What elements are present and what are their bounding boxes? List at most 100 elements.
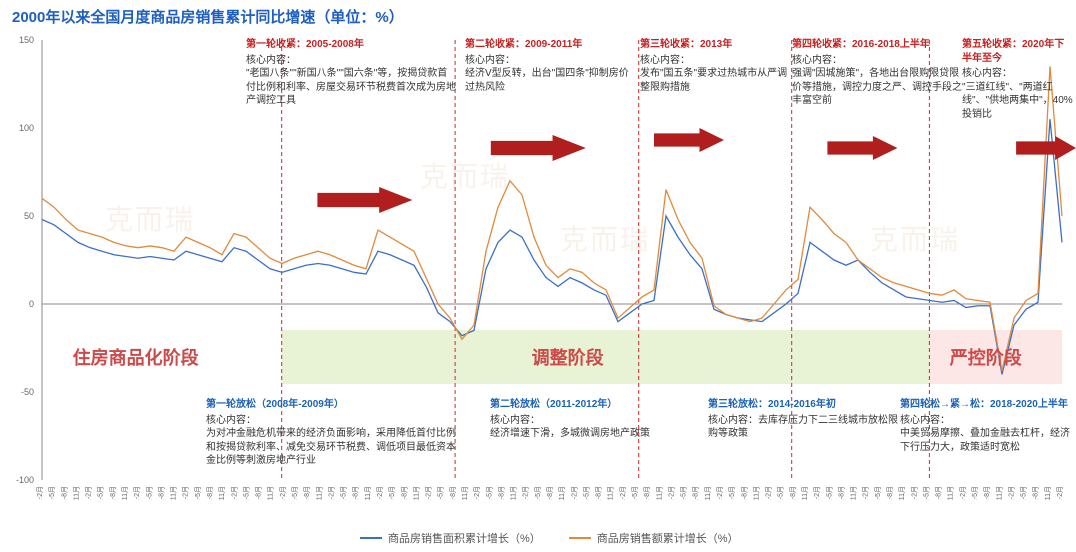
svg-text:2011年1-8月: 2011年1-8月 — [594, 486, 603, 500]
svg-text:2013年1-11月: 2013年1-11月 — [703, 486, 712, 500]
svg-text:2007年1-5月: 2007年1-5月 — [387, 486, 396, 500]
svg-text:2000年1-2月: 2000年1-2月 — [35, 486, 44, 500]
svg-text:2014年1-11月: 2014年1-11月 — [751, 486, 760, 500]
svg-text:2004年1-5月: 2004年1-5月 — [241, 486, 250, 500]
annotation-body: 核心内容： 发布"国五条"要求过热城市从严调整限购措施 — [640, 54, 790, 95]
svg-text:2002年1-2月: 2002年1-2月 — [132, 486, 141, 500]
svg-text:2014年1-2月: 2014年1-2月 — [715, 486, 724, 500]
legend-item: 商品房销售面积累计增长（%） — [360, 530, 541, 546]
annotation-title: 第二轮收紧：2009-2011年 — [465, 38, 630, 52]
svg-text:2001年1-2月: 2001年1-2月 — [84, 486, 93, 500]
annotation-body: 核心内容： "三道红线"、"两道红线"、"供地两集中"，40%投销比 — [962, 67, 1074, 121]
svg-text:2007年1-11月: 2007年1-11月 — [411, 486, 420, 500]
annotation-body: 核心内容：去库存压力下二三线城市放松限购等政策 — [708, 414, 898, 441]
policy-annotation: 第二轮放松（2011-2012年） 核心内容： 经济增速下滑，多城微调房地产政策 — [490, 398, 670, 441]
svg-text:2013年1-8月: 2013年1-8月 — [691, 486, 700, 500]
svg-text:2003年1-2月: 2003年1-2月 — [181, 486, 190, 500]
svg-text:2000年1-5月: 2000年1-5月 — [47, 486, 56, 500]
annotation-body: 核心内容： 经济增速下滑，多城微调房地产政策 — [490, 414, 670, 441]
svg-text:2013年1-5月: 2013年1-5月 — [679, 486, 688, 500]
svg-text:50: 50 — [24, 211, 34, 221]
policy-annotation: 第三轮收紧：2013年核心内容： 发布"国五条"要求过热城市从严调整限购措施 — [640, 38, 790, 94]
svg-text:2001年1-5月: 2001年1-5月 — [96, 486, 105, 500]
svg-text:2010年1-8月: 2010年1-8月 — [545, 486, 554, 500]
annotation-title: 第四轮收紧：2016-2018上半年 — [792, 38, 962, 52]
svg-text:2002年1-5月: 2002年1-5月 — [144, 486, 153, 500]
svg-text:-100: -100 — [16, 475, 34, 485]
svg-text:0: 0 — [29, 299, 34, 309]
annotation-title: 第二轮放松（2011-2012年） — [490, 398, 670, 412]
svg-text:2011年1-5月: 2011年1-5月 — [581, 486, 590, 500]
svg-text:2015年1-5月: 2015年1-5月 — [776, 486, 785, 500]
svg-text:2013年1-2月: 2013年1-2月 — [666, 486, 675, 500]
svg-text:-50: -50 — [21, 387, 34, 397]
annotation-body: 核心内容： 为对冲金融危机带来的经济负面影响，采用降低首付比例和按揭贷款利率、减… — [206, 414, 456, 468]
svg-text:2015年1-2月: 2015年1-2月 — [764, 486, 773, 500]
svg-text:2020年1-2月: 2020年1-2月 — [1006, 486, 1015, 500]
svg-text:2001年1-8月: 2001年1-8月 — [108, 486, 117, 500]
svg-text:2000年1-8月: 2000年1-8月 — [59, 486, 68, 500]
svg-text:2004年1-8月: 2004年1-8月 — [254, 486, 263, 500]
svg-text:2002年1-11月: 2002年1-11月 — [169, 486, 178, 500]
svg-text:2003年1-8月: 2003年1-8月 — [205, 486, 214, 500]
svg-text:2011年1-11月: 2011年1-11月 — [606, 486, 615, 500]
svg-text:2020年1-8月: 2020年1-8月 — [1031, 486, 1040, 500]
policy-annotation: 第五轮收紧：2020年下半年至今核心内容： "三道红线"、"两道红线"、"供地两… — [962, 38, 1074, 121]
svg-text:2006年1-2月: 2006年1-2月 — [326, 486, 335, 500]
svg-text:2008年1-8月: 2008年1-8月 — [448, 486, 457, 500]
svg-text:2005年1-8月: 2005年1-8月 — [302, 486, 311, 500]
svg-text:2017年1-8月: 2017年1-8月 — [885, 486, 894, 500]
svg-text:2012年1-5月: 2012年1-5月 — [630, 486, 639, 500]
annotation-title: 第三轮放松：2014-2016年初 — [708, 398, 898, 412]
svg-text:2016年1-5月: 2016年1-5月 — [824, 486, 833, 500]
annotation-body: 核心内容： 经济V型反转，出台"国四条"抑制房价过热风险 — [465, 54, 630, 95]
svg-text:2018年1-8月: 2018年1-8月 — [934, 486, 943, 500]
legend-label: 商品房销售额累计增长（%） — [597, 530, 739, 546]
svg-text:2019年1-2月: 2019年1-2月 — [958, 486, 967, 500]
svg-text:2012年1-2月: 2012年1-2月 — [618, 486, 627, 500]
legend-label: 商品房销售面积累计增长（%） — [388, 530, 541, 546]
annotation-title: 第一轮放松（2008年-2009年） — [206, 398, 456, 412]
svg-text:2018年1-5月: 2018年1-5月 — [921, 486, 930, 500]
svg-text:2007年1-8月: 2007年1-8月 — [399, 486, 408, 500]
svg-text:2014年1-8月: 2014年1-8月 — [739, 486, 748, 500]
svg-text:2012年1-11月: 2012年1-11月 — [654, 486, 663, 500]
svg-text:2018年1-11月: 2018年1-11月 — [946, 486, 955, 500]
svg-text:2009年1-11月: 2009年1-11月 — [509, 486, 518, 500]
svg-text:2006年1-5月: 2006年1-5月 — [339, 486, 348, 500]
svg-text:2008年1-5月: 2008年1-5月 — [436, 486, 445, 500]
svg-text:2002年1-8月: 2002年1-8月 — [156, 486, 165, 500]
policy-annotation: 第三轮放松：2014-2016年初核心内容：去库存压力下二三线城市放松限购等政策 — [708, 398, 898, 441]
svg-text:2016年1-11月: 2016年1-11月 — [849, 486, 858, 500]
svg-text:2007年1-2月: 2007年1-2月 — [375, 486, 384, 500]
annotation-title: 第一轮收紧：2005-2008年 — [246, 38, 456, 52]
svg-text:2017年1-5月: 2017年1-5月 — [873, 486, 882, 500]
svg-text:2021年1-2月: 2021年1-2月 — [1055, 486, 1064, 500]
svg-text:2001年1-11月: 2001年1-11月 — [120, 486, 129, 500]
legend-swatch — [360, 537, 382, 539]
annotation-body: 核心内容： "老国八条""新国八条""国六条"等，按揭贷款首付比例和利率、房屋交… — [246, 54, 456, 108]
svg-text:2010年1-5月: 2010年1-5月 — [533, 486, 542, 500]
svg-text:2008年1-11月: 2008年1-11月 — [460, 486, 469, 500]
svg-text:2017年1-2月: 2017年1-2月 — [861, 486, 870, 500]
svg-text:2020年1-5月: 2020年1-5月 — [1019, 486, 1028, 500]
annotation-title: 第四轮松→紧→松：2018-2020上半年 — [900, 398, 1075, 412]
svg-text:2000年1-11月: 2000年1-11月 — [71, 486, 80, 500]
svg-text:2006年1-11月: 2006年1-11月 — [363, 486, 372, 500]
svg-text:2015年1-8月: 2015年1-8月 — [788, 486, 797, 500]
annotation-title: 第五轮收紧：2020年下半年至今 — [962, 38, 1074, 65]
svg-text:2012年1-8月: 2012年1-8月 — [642, 486, 651, 500]
svg-text:2003年1-11月: 2003年1-11月 — [217, 486, 226, 500]
policy-annotation: 第四轮收紧：2016-2018上半年核心内容： 强调"因城施策"，各地出台限购限… — [792, 38, 962, 108]
svg-text:2005年1-5月: 2005年1-5月 — [290, 486, 299, 500]
policy-annotation: 第一轮收紧：2005-2008年核心内容： "老国八条""新国八条""国六条"等… — [246, 38, 456, 108]
annotation-body: 核心内容： 强调"因城施策"，各地出台限购限贷限价等措施，调控力度之严、调控手段… — [792, 54, 962, 108]
svg-text:2017年1-11月: 2017年1-11月 — [897, 486, 906, 500]
svg-text:2009年1-8月: 2009年1-8月 — [496, 486, 505, 500]
svg-text:2010年1-2月: 2010年1-2月 — [521, 486, 530, 500]
annotation-body: 核心内容： 中美贸易摩擦、叠加金融去杠杆，经济下行压力大，政策适时宽松 — [900, 414, 1075, 455]
svg-text:2004年1-2月: 2004年1-2月 — [229, 486, 238, 500]
legend-item: 商品房销售额累计增长（%） — [569, 530, 739, 546]
svg-text:2008年1-2月: 2008年1-2月 — [424, 486, 433, 500]
policy-annotation: 第四轮松→紧→松：2018-2020上半年核心内容： 中美贸易摩擦、叠加金融去杠… — [900, 398, 1075, 454]
